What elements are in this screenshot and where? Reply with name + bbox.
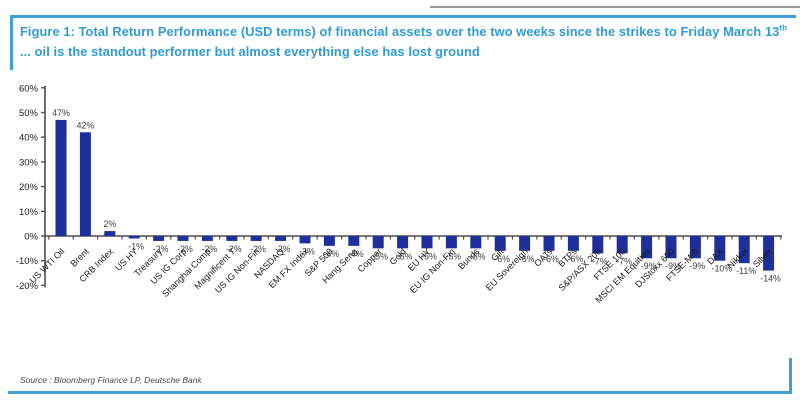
bar <box>275 236 287 241</box>
bar-value-label: -2% <box>250 244 266 254</box>
bar <box>201 236 213 241</box>
bar-value-label: -14% <box>760 274 781 284</box>
bar-value-label: 47% <box>52 108 70 118</box>
y-axis-tick-label: 40% <box>19 133 39 144</box>
bar <box>689 236 701 259</box>
figure-border-bottom <box>8 391 792 394</box>
y-axis-tick-label: 20% <box>19 182 39 193</box>
y-axis-tick-label: -20% <box>16 281 39 292</box>
bar-value-label: -2% <box>275 244 291 254</box>
bar <box>494 236 506 251</box>
bar <box>397 236 409 249</box>
bar-value-label: -2% <box>202 244 218 254</box>
y-axis-tick-label: 30% <box>19 157 39 168</box>
bar-value-label: -7% <box>592 256 608 266</box>
bar-chart: 60% 50% 40% 30% 20% 10% 0% -10% -20% 47% US WTI Oi… <box>0 80 800 382</box>
figure-border-top <box>10 15 796 18</box>
y-axis-tick-label: 50% <box>19 108 39 119</box>
bar <box>55 119 67 236</box>
bar <box>226 236 238 241</box>
figure-title-text: Figure 1: Total Return Performance (USD … <box>20 24 780 39</box>
bar <box>641 236 653 259</box>
bar <box>738 236 750 264</box>
bar-value-label: 2% <box>103 219 116 229</box>
bar <box>714 236 726 261</box>
bar-value-label: 42% <box>77 120 95 130</box>
source-label: Source : Bloomberg Finance LP, Deutsche … <box>20 375 202 385</box>
bar <box>519 236 531 251</box>
bar <box>421 236 433 249</box>
figure-title: Figure 1: Total Return Performance (USD … <box>20 22 792 62</box>
bar <box>250 236 262 241</box>
bar <box>128 236 140 239</box>
bar <box>79 132 91 236</box>
bar-value-label: -7% <box>616 256 632 266</box>
bar-value-label: -11% <box>736 266 756 276</box>
bar-value-label: -5% <box>446 251 462 261</box>
bar <box>445 236 457 249</box>
bar <box>177 236 189 241</box>
bar-value-label: -6% <box>543 254 559 264</box>
figure-border-right <box>789 358 792 394</box>
y-axis-tick-label: 60% <box>19 83 39 94</box>
bar <box>763 236 775 271</box>
bar-value-label: -9% <box>690 261 706 271</box>
page-rule-line <box>430 6 800 8</box>
bar-value-label: -6% <box>519 254 535 264</box>
bar-value-label: -4% <box>324 249 340 259</box>
figure-border-left <box>10 15 13 70</box>
bar <box>372 236 384 249</box>
bar-value-label: -9% <box>665 261 681 271</box>
bar <box>470 236 482 249</box>
bar-chart-svg: 60%50%40%30%20%10%0%-10%-20%47%US WTI Oi… <box>16 83 782 305</box>
y-axis-tick-label: 10% <box>19 207 39 218</box>
y-axis-tick-label: -10% <box>16 256 39 267</box>
bar-value-label: -4% <box>348 249 364 259</box>
bar <box>153 236 165 241</box>
bar-value-label: -5% <box>397 251 413 261</box>
y-axis-tick-label: 0% <box>24 232 38 243</box>
bar-value-label: -5% <box>470 251 486 261</box>
category-label: Brent <box>69 246 92 269</box>
bar-value-label: -5% <box>372 251 388 261</box>
bar <box>665 236 677 259</box>
bar <box>323 236 335 246</box>
bar-value-label: -3% <box>299 246 315 256</box>
bar <box>616 236 628 254</box>
bar <box>567 236 579 251</box>
bar-value-label: -6% <box>494 254 510 264</box>
bar-value-label: -6% <box>568 254 584 264</box>
figure-title-superscript: th <box>779 23 788 33</box>
bar <box>348 236 360 246</box>
bar <box>299 236 311 244</box>
bar <box>592 236 604 254</box>
bar <box>104 231 116 236</box>
bar-value-label: -10% <box>712 264 733 274</box>
figure-title-text-2: ... oil is the standout performer but al… <box>20 44 480 59</box>
bar-value-label: -2% <box>226 244 242 254</box>
bar-value-label: -9% <box>641 261 657 271</box>
bar-value-label: -1% <box>128 241 144 251</box>
bar <box>543 236 555 251</box>
bar-value-label: -2% <box>153 244 169 254</box>
bar-value-label: -2% <box>177 244 193 254</box>
bar-value-label: -5% <box>421 251 437 261</box>
